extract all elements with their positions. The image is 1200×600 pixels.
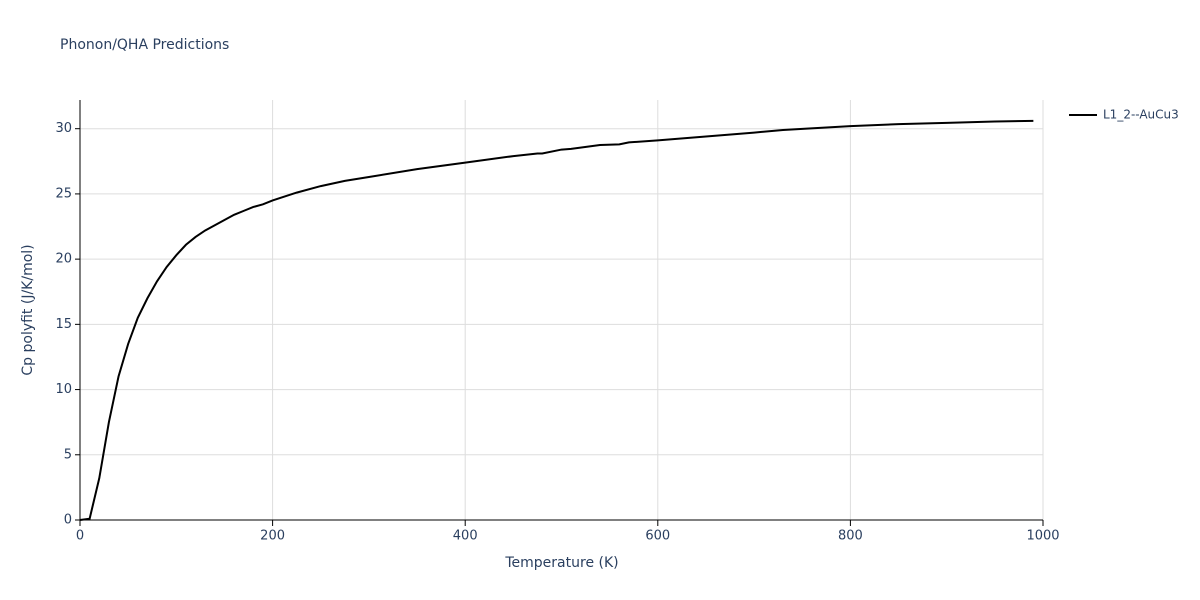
y-tick-label: 10: [55, 382, 72, 397]
y-tick-label: 25: [55, 186, 72, 201]
legend-label: L1_2--AuCu3: [1103, 108, 1179, 122]
x-tick-label: 200: [260, 529, 285, 544]
y-tick-label: 30: [55, 121, 72, 136]
data-line: [79, 119, 1034, 521]
plot-area: [79, 119, 1034, 521]
y-tick-label: 0: [64, 513, 72, 528]
x-axis-title: Temperature (K): [504, 555, 618, 571]
y-tick-label: 15: [55, 317, 72, 332]
x-tick-label: 1000: [1026, 529, 1059, 544]
x-tick-label: 600: [645, 529, 670, 544]
x-tick-label: 400: [453, 529, 478, 544]
x-tick-label: 800: [838, 529, 863, 544]
chart-title: Phonon/QHA Predictions: [60, 37, 229, 53]
y-axis-title: Cp polyfit (J/K/mol): [20, 244, 36, 375]
y-tick-label: 20: [55, 252, 72, 267]
y-tick-label: 5: [64, 447, 72, 462]
x-tick-label: 0: [76, 529, 84, 544]
